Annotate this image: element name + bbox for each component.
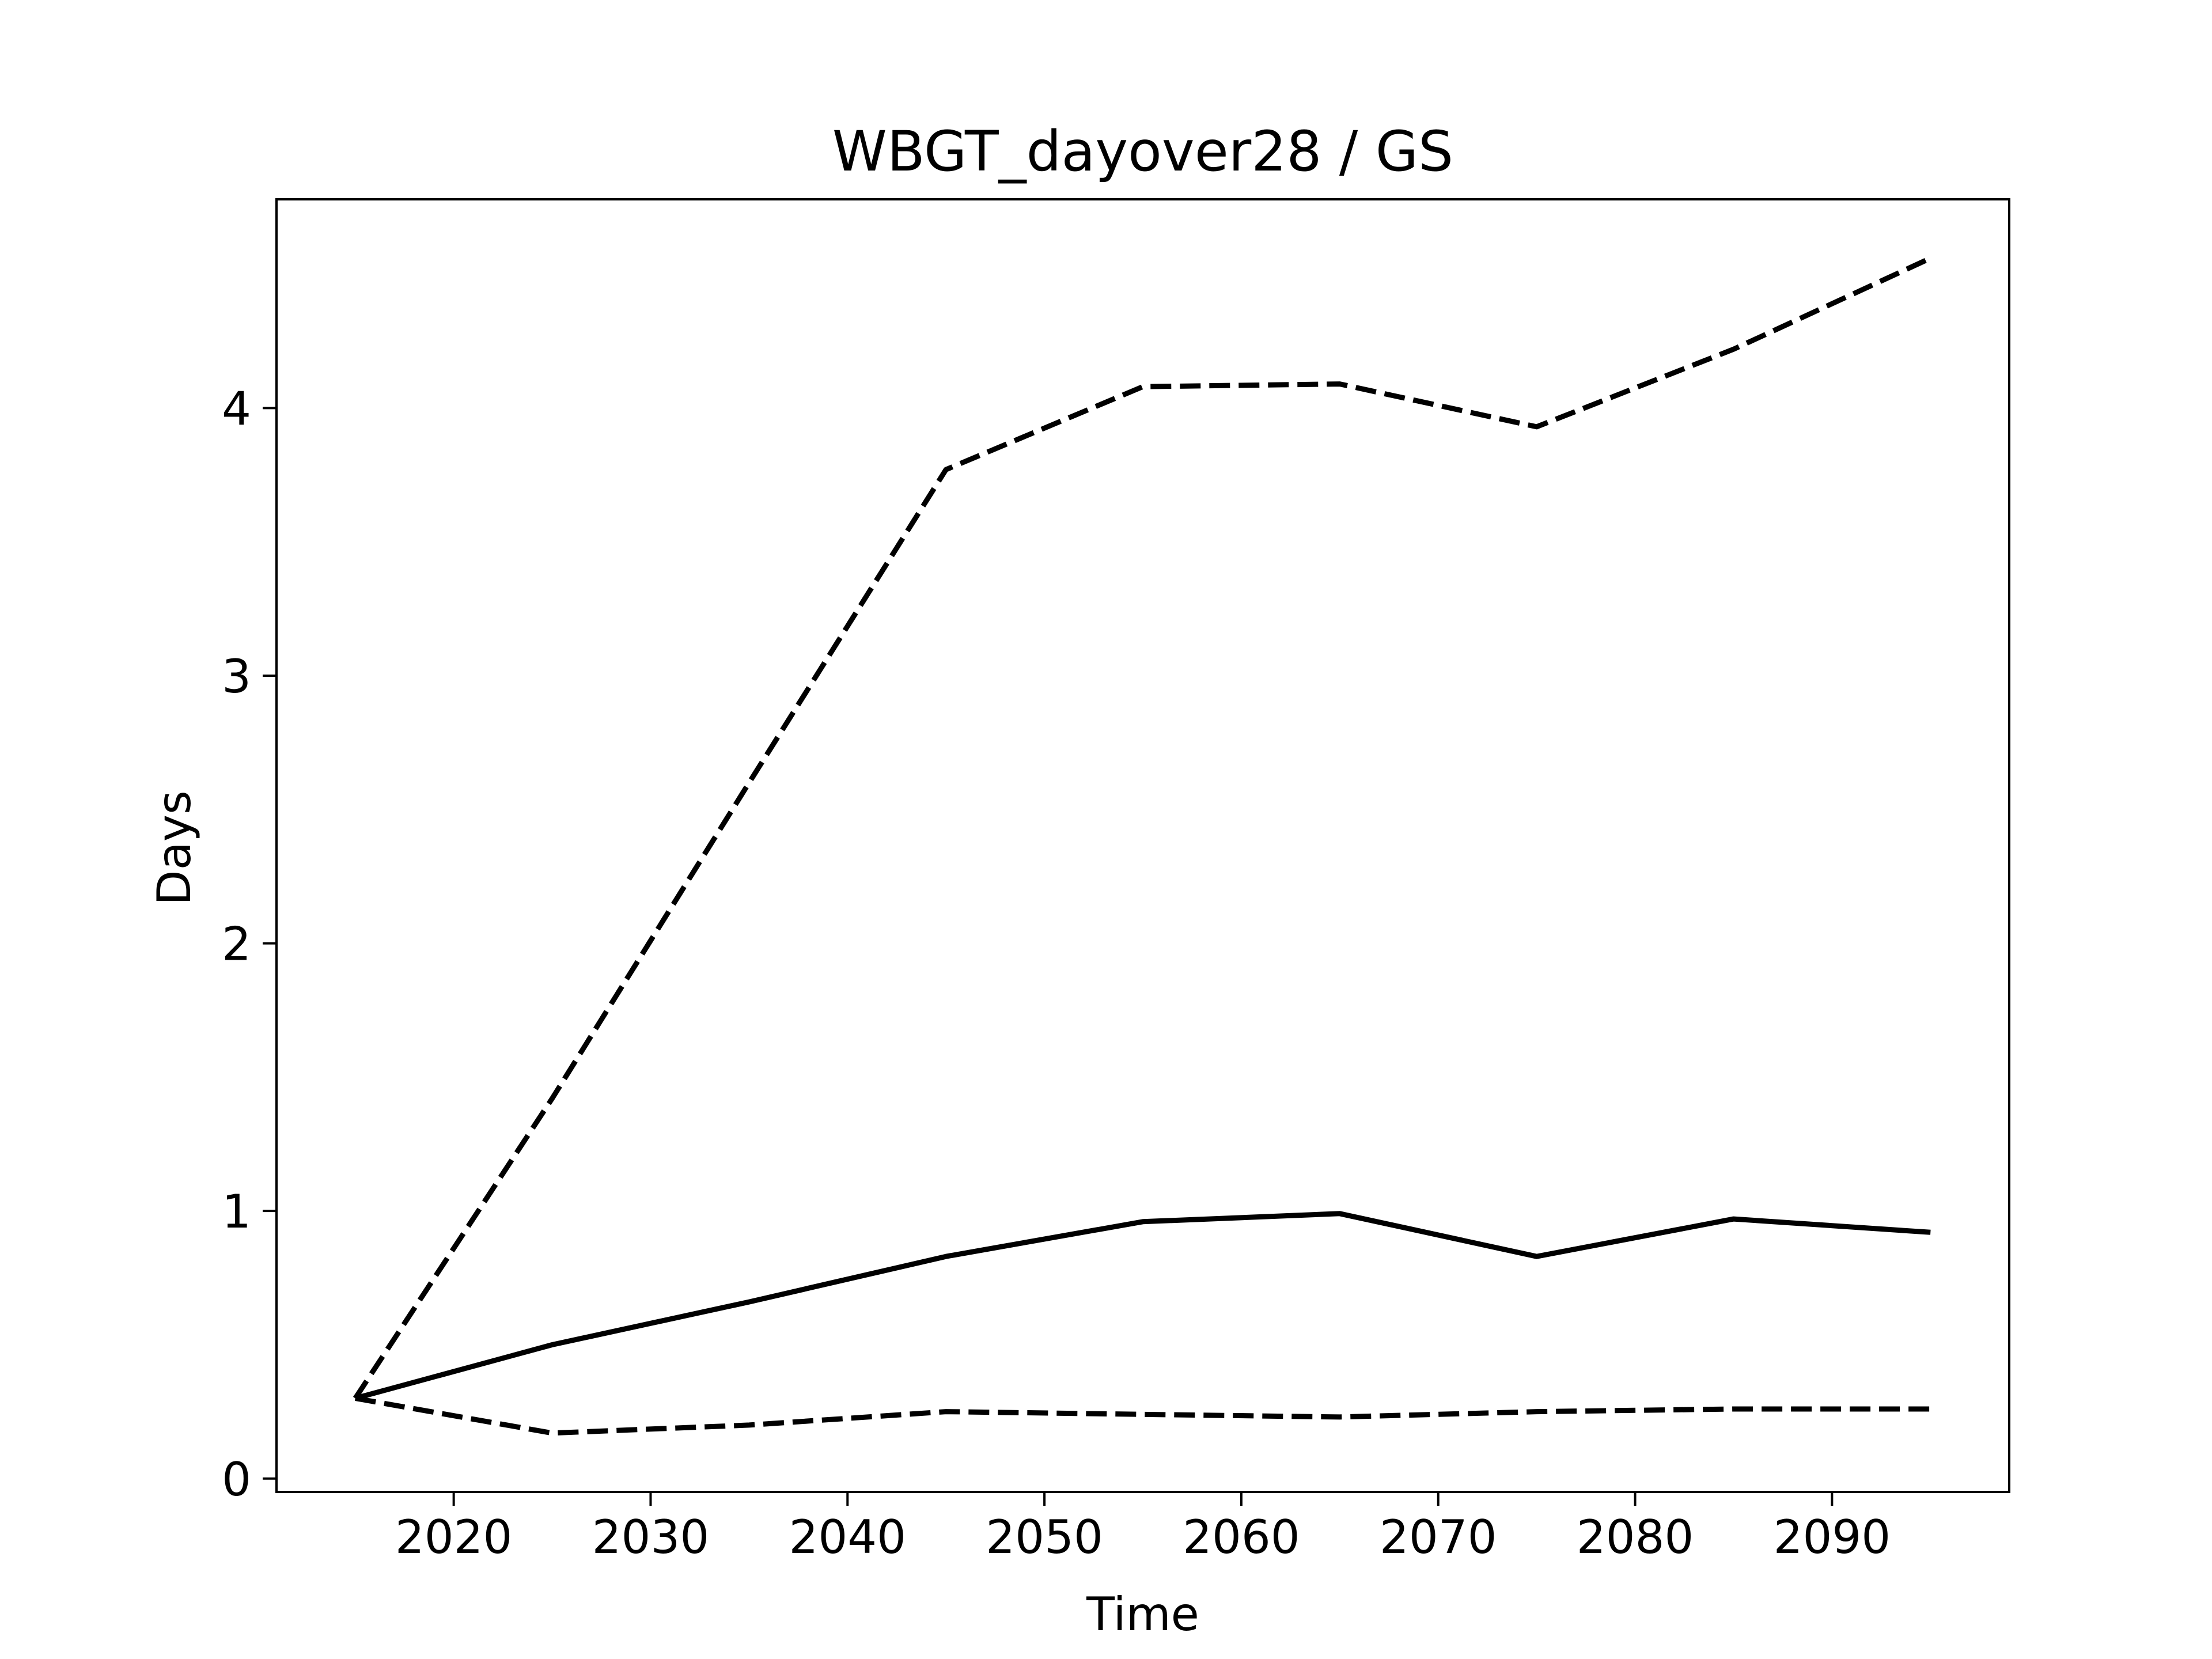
y-tick-label: 3 <box>222 650 251 703</box>
series-layer <box>353 256 1932 1436</box>
y-tick-label: 1 <box>222 1185 251 1238</box>
x-tick-label: 2080 <box>1577 1510 1694 1564</box>
y-tick-label: 4 <box>222 382 251 435</box>
x-tick-label: 2070 <box>1380 1510 1497 1564</box>
series-line-2 <box>353 256 1932 1400</box>
series-line-1 <box>354 1211 1931 1401</box>
y-axis-label: Days <box>147 790 201 906</box>
chart-title: WBGT_dayover28 / GS <box>832 119 1453 184</box>
x-axis-label: Time <box>1086 1588 1199 1641</box>
ticks-layer: 2020 2030 2040 2050 2060 2070 2080 2090 0 1 2 3 4 <box>222 382 1891 1564</box>
x-tick-label: 2020 <box>395 1510 513 1564</box>
y-tick-label: 2 <box>222 918 251 971</box>
x-tick-label: 2040 <box>789 1510 906 1564</box>
plot-area-frame <box>275 198 2010 1493</box>
x-tick-label: 2050 <box>986 1510 1103 1564</box>
x-tick-label: 2060 <box>1183 1510 1300 1564</box>
x-tick-label: 2030 <box>592 1510 710 1564</box>
x-tick-label: 2090 <box>1774 1510 1891 1564</box>
series-line-3 <box>354 1395 1931 1436</box>
y-tick-label: 0 <box>222 1453 251 1506</box>
